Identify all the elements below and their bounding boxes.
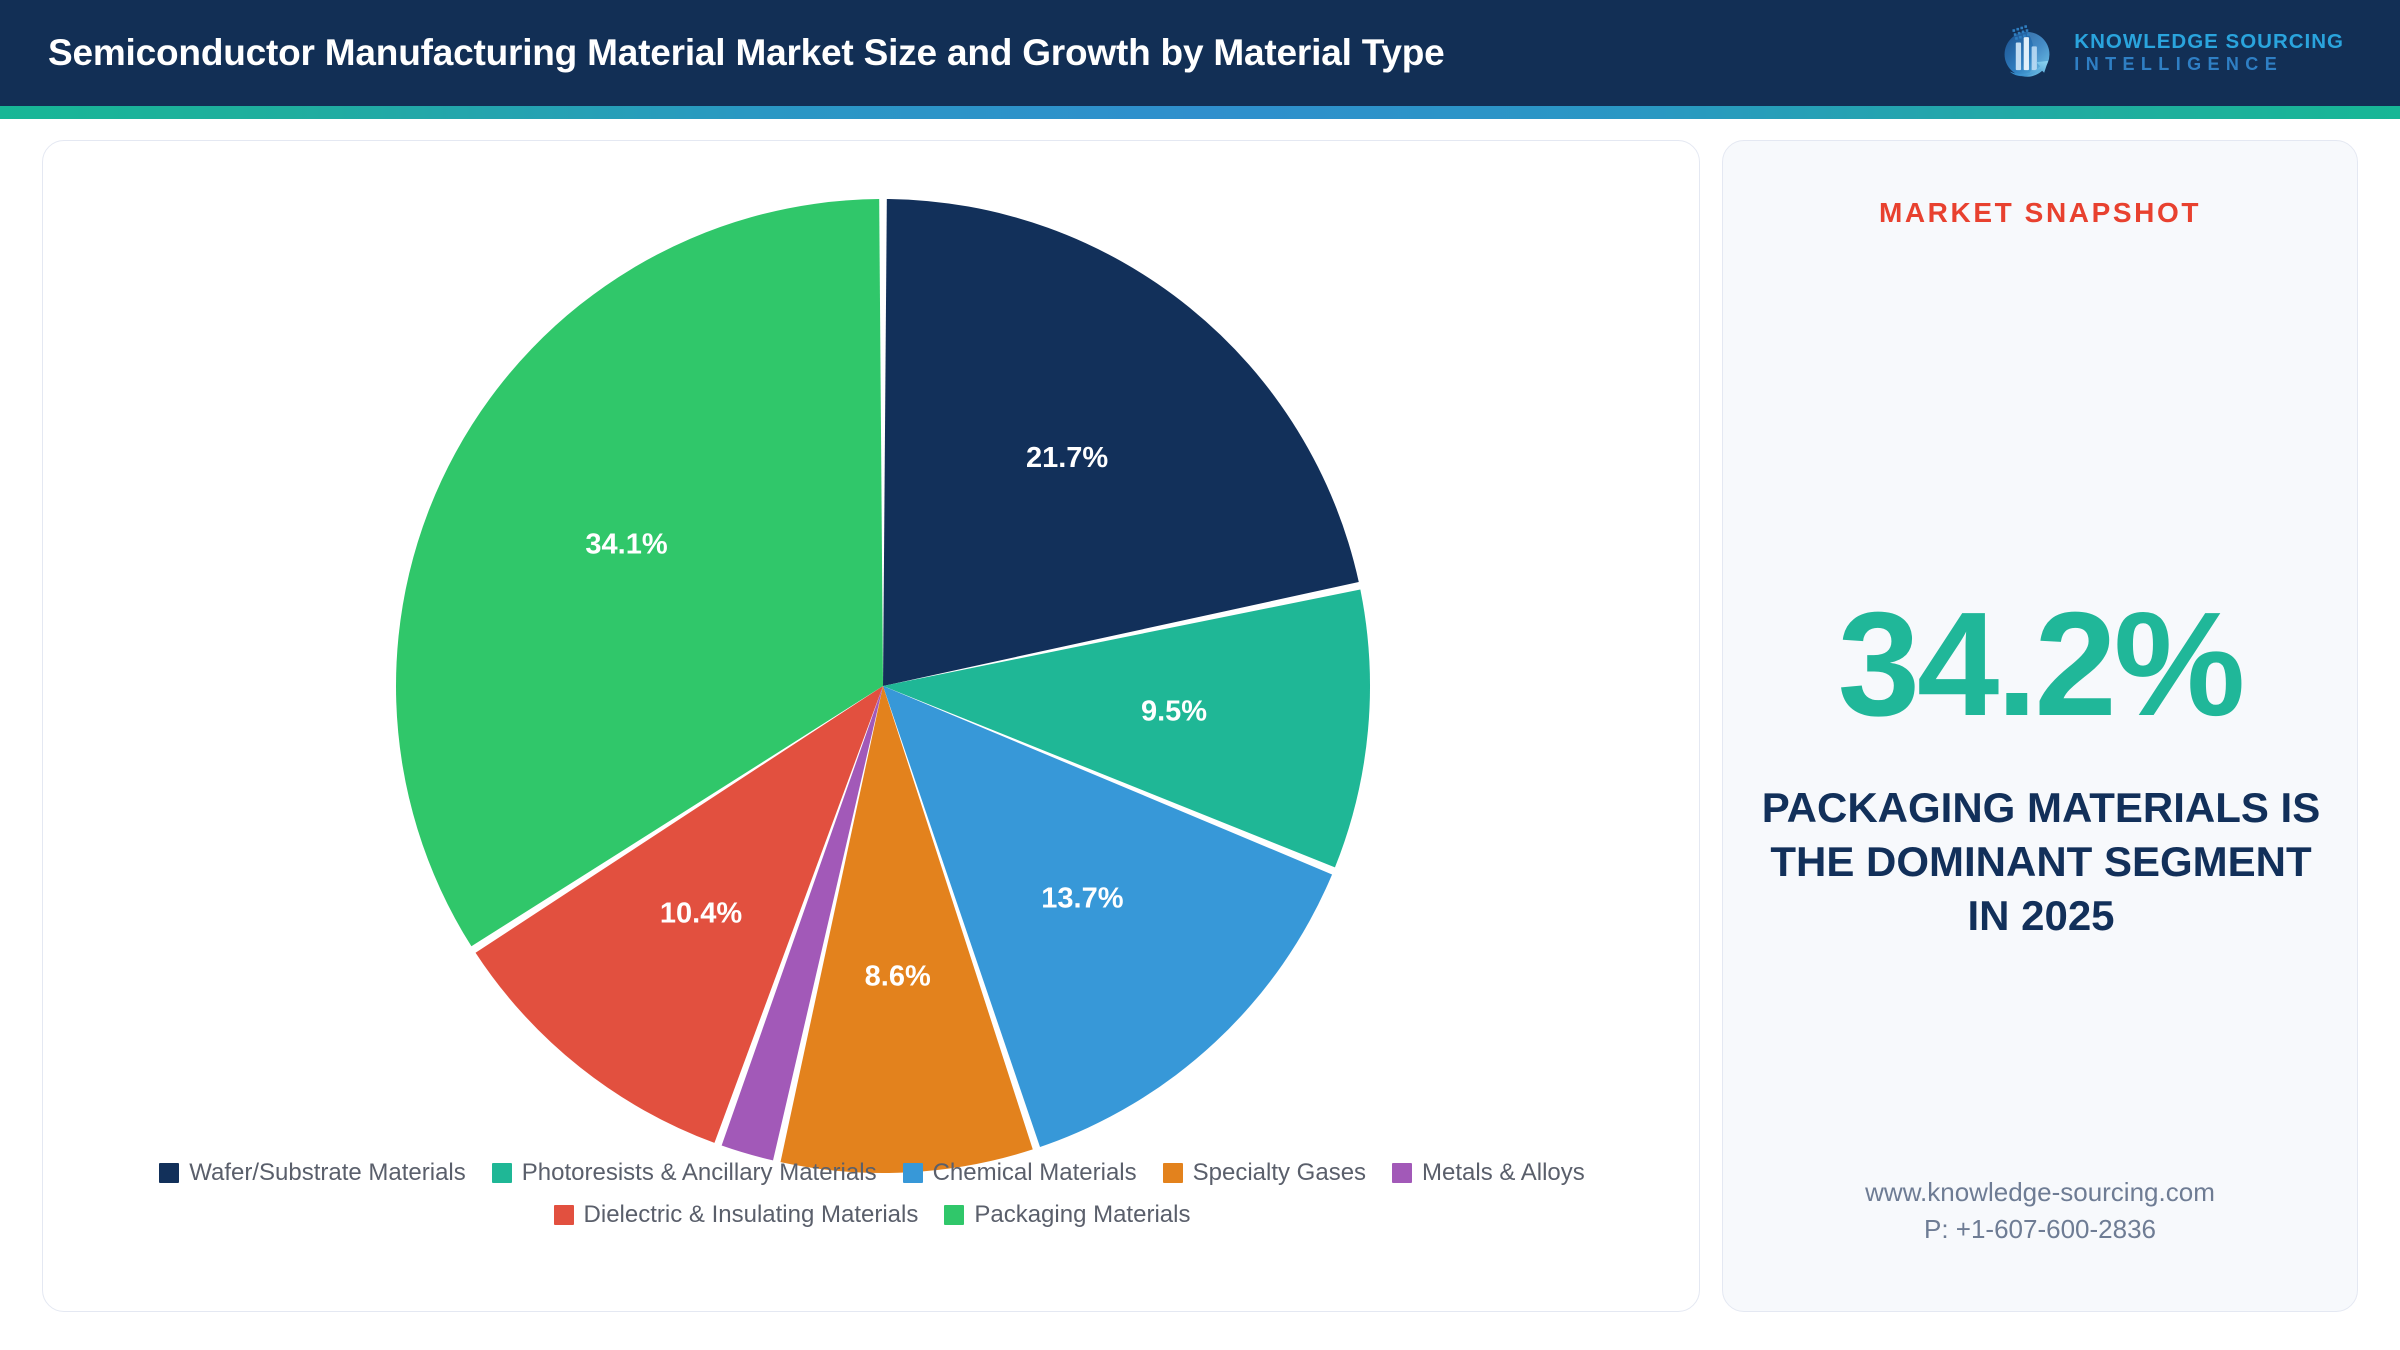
legend-color-swatch — [1162, 1163, 1183, 1183]
phone-number[interactable]: P: +1-607-600-2836 — [1923, 1214, 2156, 1245]
snapshot-headline-value: 34.2% — [1837, 582, 2246, 747]
legend-color-swatch — [1392, 1163, 1413, 1183]
legend-item[interactable]: Dielectric & Insulating Materials — [553, 1201, 919, 1229]
brand-logo-text: KNOWLEDGE SOURCING INTELLIGENCE — [2074, 29, 2344, 76]
pie-slice[interactable] — [396, 199, 883, 947]
legend-item-label: Wafer/Substrate Materials — [189, 1159, 466, 1186]
pie-label-group: 21.7% 9.5% 13.7% 8.6% 10.4% 34.1% — [585, 442, 1207, 993]
pie-slice[interactable] — [883, 686, 1333, 1147]
legend-color-swatch — [944, 1205, 965, 1225]
pie-slice[interactable] — [475, 686, 883, 1143]
legend-item-label: Photoresists & Ancillary Materials — [521, 1159, 877, 1186]
market-snapshot-card: MARKET SNAPSHOT 34.2% PACKAGING MATERIAL… — [1722, 140, 2358, 1312]
pie-slice-label: 21.7% — [1026, 442, 1108, 474]
legend-color-swatch — [902, 1163, 923, 1183]
brand-name-secondary: INTELLIGENCE — [2074, 53, 2284, 74]
legend-item-label: Metals & Alloys — [1422, 1159, 1585, 1186]
legend-item-label: Dielectric & Insulating Materials — [583, 1201, 919, 1228]
brand-logo: KNOWLEDGE SOURCING INTELLIGENCE — [1994, 20, 2344, 86]
legend-row-primary: Wafer/Substrate Materials Photoresists & … — [43, 1159, 1701, 1187]
pie-slice-label: 34.1% — [585, 529, 667, 561]
legend-item[interactable]: Packaging Materials — [944, 1201, 1190, 1229]
pie-slice-label: 9.5% — [1141, 695, 1207, 727]
page-title: Semiconductor Manufacturing Material Mar… — [48, 32, 1445, 73]
chart-card: 21.7% 9.5% 13.7% 8.6% 10.4% 34.1% Wafer/Subst… — [42, 140, 1700, 1312]
legend-item[interactable]: Metals & Alloys — [1392, 1159, 1585, 1187]
pie-slice-label: 8.6% — [865, 960, 931, 992]
snapshot-description: PACKAGING MATERIALS IS THE DOMINANT SEGM… — [1761, 784, 2321, 939]
legend-color-swatch — [159, 1163, 180, 1183]
legend-item-label: Chemical Materials — [932, 1159, 1137, 1186]
snapshot-kicker: MARKET SNAPSHOT — [1878, 197, 2202, 228]
ksi-globe-logo-icon — [2004, 25, 2050, 77]
pie-slice[interactable] — [721, 686, 883, 1161]
legend-item[interactable]: Wafer/Substrate Materials — [159, 1159, 466, 1187]
legend-color-swatch — [491, 1163, 512, 1183]
legend-item[interactable]: Photoresists & Ancillary Materials — [491, 1159, 877, 1187]
legend-item[interactable]: Specialty Gases — [1162, 1159, 1367, 1187]
header-accent-bar — [0, 106, 2400, 119]
legend-color-swatch — [553, 1205, 574, 1225]
pie-slice[interactable] — [780, 686, 1033, 1173]
pie-slice-label: 13.7% — [1041, 882, 1123, 914]
pie-slice-label: 10.4% — [660, 897, 742, 929]
brand-name-primary: KNOWLEDGE SOURCING — [2074, 29, 2344, 53]
website-link[interactable]: www.knowledge-sourcing.com — [1865, 1176, 2215, 1207]
legend-item-label: Specialty Gases — [1192, 1159, 1367, 1186]
header-bar: Semiconductor Manufacturing Material Mar… — [0, 0, 2400, 106]
legend-item[interactable]: Chemical Materials — [902, 1159, 1137, 1187]
snapshot-contact: www.knowledge-sourcing.com P: +1-607-600… — [1723, 1174, 2357, 1249]
legend-item-label: Packaging Materials — [974, 1201, 1191, 1228]
pie-slice[interactable] — [883, 199, 1359, 686]
chart-legend: Wafer/Substrate Materials Photoresists & … — [43, 1159, 1701, 1243]
pie-slice-group — [396, 199, 1370, 1173]
pie-chart-area: 21.7% 9.5% 13.7% 8.6% 10.4% 34.1% — [43, 141, 1701, 1173]
pie-chart: 21.7% 9.5% 13.7% 8.6% 10.4% 34.1% — [396, 199, 1370, 1173]
legend-row-secondary: Dielectric & Insulating Materials Packagi… — [43, 1201, 1701, 1229]
pie-slice[interactable] — [883, 589, 1370, 868]
